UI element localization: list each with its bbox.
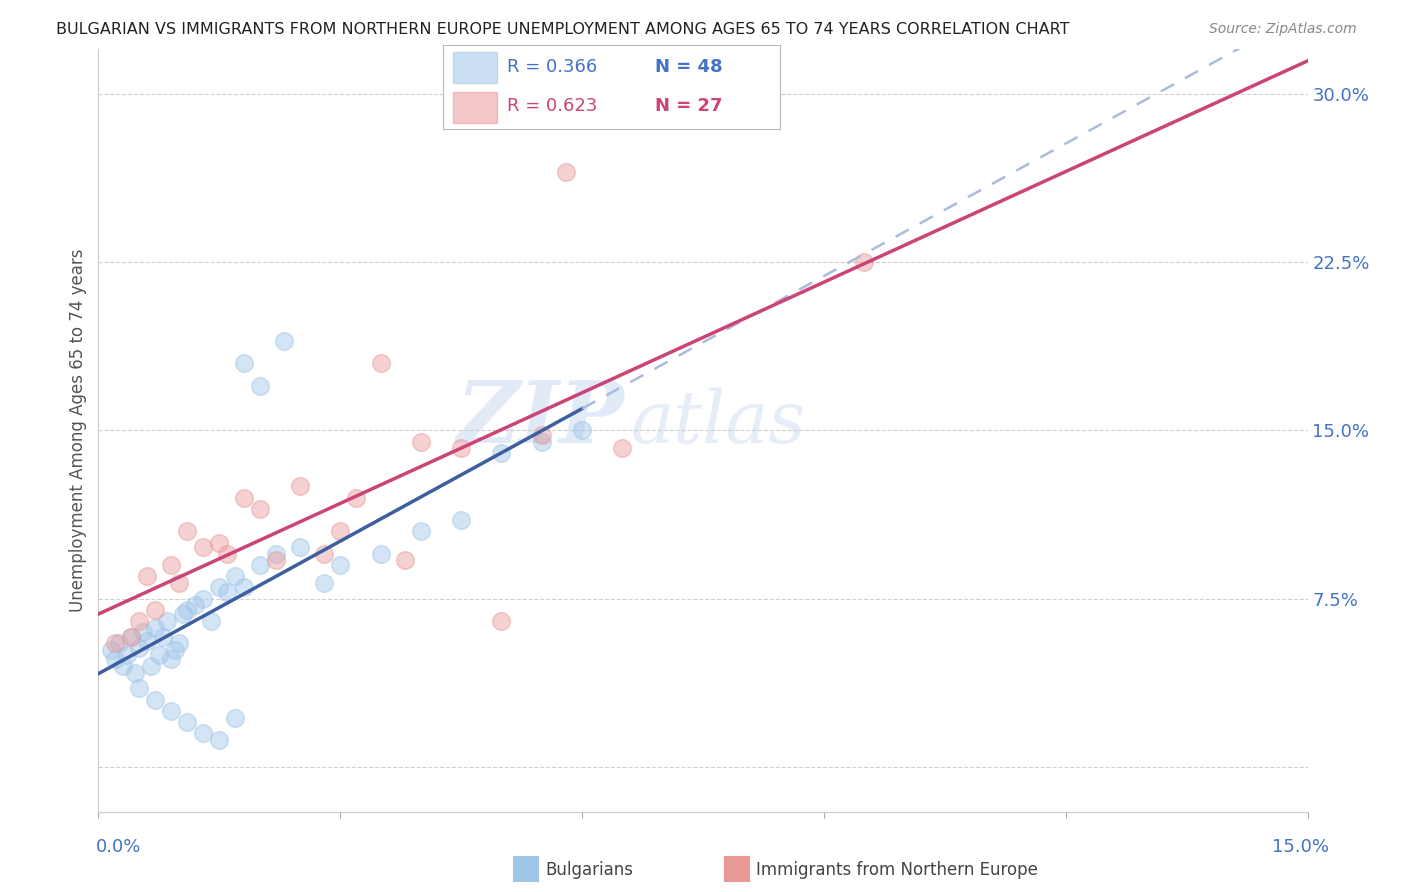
Point <box>370 547 392 561</box>
Point <box>555 165 578 179</box>
Text: atlas: atlas <box>630 387 806 458</box>
Point <box>200 614 222 628</box>
Y-axis label: Unemployment Among Ages 65 to 74 years: Unemployment Among Ages 65 to 74 years <box>69 249 87 612</box>
Point <box>249 378 271 392</box>
Point <box>139 659 162 673</box>
Point <box>273 334 295 348</box>
Point <box>224 710 246 724</box>
Point <box>152 630 174 644</box>
Point <box>176 524 198 539</box>
Point <box>120 630 142 644</box>
Point <box>409 434 432 449</box>
Point <box>176 603 198 617</box>
Point <box>530 428 553 442</box>
Point <box>394 553 416 567</box>
Point <box>530 434 553 449</box>
Point <box>288 540 311 554</box>
FancyBboxPatch shape <box>453 92 496 122</box>
Text: N = 27: N = 27 <box>655 96 723 114</box>
Point <box>193 591 215 606</box>
Point <box>148 648 170 662</box>
Point <box>491 446 513 460</box>
Point <box>450 513 472 527</box>
Point <box>288 479 311 493</box>
Point <box>853 255 876 269</box>
Text: 0.0%: 0.0% <box>96 838 141 856</box>
Point <box>193 540 215 554</box>
Point <box>135 569 157 583</box>
Point <box>120 630 142 644</box>
Point <box>232 491 254 505</box>
Point <box>128 614 150 628</box>
Point <box>491 614 513 628</box>
Point <box>124 665 146 680</box>
FancyBboxPatch shape <box>453 53 496 83</box>
Point <box>128 640 150 655</box>
Point <box>156 614 179 628</box>
Text: Immigrants from Northern Europe: Immigrants from Northern Europe <box>756 861 1038 879</box>
Point <box>264 547 287 561</box>
Point <box>100 643 122 657</box>
Point <box>103 636 125 650</box>
Text: Bulgarians: Bulgarians <box>546 861 634 879</box>
Point <box>135 634 157 648</box>
Point <box>217 585 239 599</box>
Point <box>128 681 150 696</box>
Point <box>184 599 207 613</box>
Point <box>208 733 231 747</box>
Point <box>163 643 186 657</box>
Point <box>143 621 166 635</box>
Point <box>409 524 432 539</box>
Point <box>107 636 129 650</box>
Point <box>160 558 183 572</box>
Point <box>208 535 231 549</box>
Point <box>314 547 336 561</box>
Point <box>232 581 254 595</box>
Point <box>172 607 194 622</box>
Point <box>176 714 198 729</box>
Text: BULGARIAN VS IMMIGRANTS FROM NORTHERN EUROPE UNEMPLOYMENT AMONG AGES 65 TO 74 YE: BULGARIAN VS IMMIGRANTS FROM NORTHERN EU… <box>56 22 1070 37</box>
Text: R = 0.366: R = 0.366 <box>508 59 598 77</box>
Point <box>329 524 352 539</box>
Point <box>208 581 231 595</box>
Point <box>167 636 190 650</box>
Point <box>160 652 183 666</box>
Point <box>370 356 392 370</box>
Point <box>450 442 472 456</box>
Point <box>329 558 352 572</box>
Point <box>249 502 271 516</box>
Point <box>193 726 215 740</box>
Point <box>132 625 155 640</box>
Text: 15.0%: 15.0% <box>1271 838 1329 856</box>
Point <box>115 648 138 662</box>
Point <box>143 692 166 706</box>
Point <box>111 659 134 673</box>
Point <box>314 576 336 591</box>
Point <box>103 652 125 666</box>
Point <box>167 576 190 591</box>
Point <box>143 603 166 617</box>
Text: ZIP: ZIP <box>457 377 624 460</box>
Text: N = 48: N = 48 <box>655 59 723 77</box>
Point <box>160 704 183 718</box>
Point <box>571 424 593 438</box>
Text: R = 0.623: R = 0.623 <box>508 96 598 114</box>
Point <box>217 547 239 561</box>
Point <box>249 558 271 572</box>
Text: Source: ZipAtlas.com: Source: ZipAtlas.com <box>1209 22 1357 37</box>
Point <box>612 442 634 456</box>
Point <box>344 491 367 505</box>
Point <box>232 356 254 370</box>
Point <box>264 553 287 567</box>
Point <box>224 569 246 583</box>
